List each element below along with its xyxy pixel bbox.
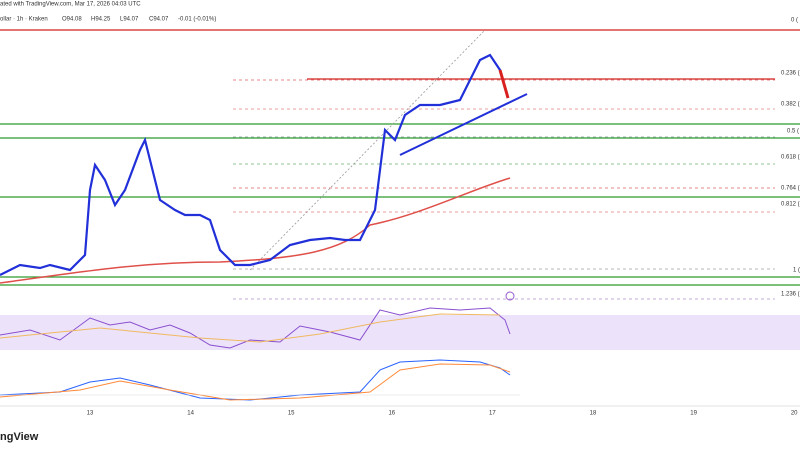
header-ohlc: H94.25: [91, 17, 111, 23]
time-label: 14: [187, 411, 194, 417]
header-credit: ated with TradingView.com, Mar 17, 2026 …: [0, 2, 141, 8]
time-axis-labels: 13 14 15 16 17 18 19 20: [87, 411, 799, 417]
price-last-candle: [498, 69, 510, 99]
price-series: [0, 53, 510, 276]
header-symbol: ollar · 1h · Kraken: [0, 17, 48, 23]
rsi-line: [0, 307, 511, 349]
fib-label: 0.5 (: [787, 129, 799, 135]
time-label: 17: [489, 411, 496, 417]
fib-label: 0.236 (: [781, 71, 800, 77]
moving-average: [0, 177, 511, 284]
header-ohlc: -0.01 (-0.01%): [178, 17, 216, 23]
header-ohlc: C94.07: [149, 17, 169, 23]
time-label: 19: [690, 411, 697, 417]
time-label: 18: [590, 411, 597, 417]
header-ohlc: L94.07: [120, 17, 139, 23]
time-label: 20: [791, 411, 798, 417]
alert-icon: [505, 291, 515, 301]
fib-lines: [233, 79, 775, 300]
header-ohlc: O94.08: [62, 17, 82, 23]
logo: ngView: [0, 431, 39, 443]
fib-label: 0.618 (: [781, 155, 800, 161]
fib-label: 1.236 (: [781, 292, 800, 298]
rsi-signal: [0, 313, 501, 343]
fib-label: 0.382 (: [781, 102, 800, 108]
macd-signal: [0, 363, 511, 401]
header-symbol-row: ollar · 1h · Kraken O94.08 H94.25 L94.07 C94…: [0, 17, 216, 23]
fib-label: 0.812 (: [781, 202, 800, 208]
fib-label: 0 (: [791, 18, 798, 24]
fib-label: 1 (: [793, 268, 800, 274]
trend-line: [399, 93, 528, 156]
time-label: 13: [87, 411, 94, 417]
rsi-band: [0, 315, 800, 350]
fib-labels: 0 ( 0.236 ( 0.382 ( 0.5 ( 0.618 ( 0.764 ( 0.81…: [781, 18, 800, 298]
time-label: 15: [288, 411, 295, 417]
time-label: 16: [388, 411, 395, 417]
fib-label: 0.764 (: [781, 186, 800, 192]
